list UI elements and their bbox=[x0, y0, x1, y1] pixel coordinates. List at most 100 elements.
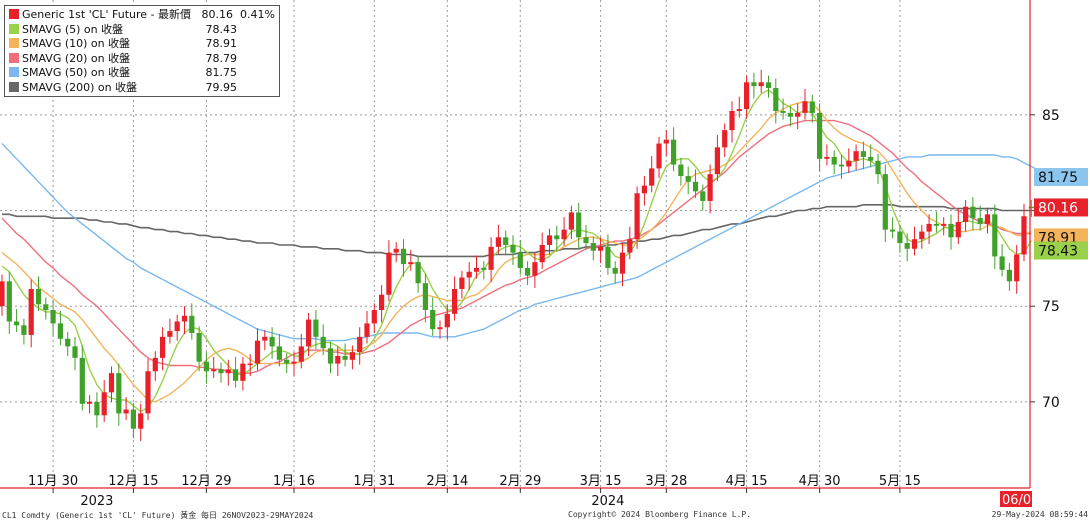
candle-body bbox=[685, 176, 691, 182]
candle-body bbox=[634, 193, 640, 240]
candle-body bbox=[649, 168, 655, 186]
x-tick-label: 2月 14 bbox=[426, 474, 468, 489]
legend-value: 78.91 bbox=[205, 37, 238, 50]
candle-body bbox=[671, 139, 677, 165]
candle-body bbox=[225, 369, 231, 374]
candle-body bbox=[43, 304, 49, 311]
candle-body bbox=[561, 229, 567, 240]
candle-body bbox=[1006, 269, 1012, 282]
candle-body bbox=[1028, 206, 1034, 209]
legend-swatch bbox=[9, 81, 19, 92]
sma10-line bbox=[1, 100, 1032, 403]
candle-body bbox=[181, 315, 188, 322]
legend-row-sma5: SMAVG (5) on 收盤 78.43 bbox=[9, 23, 275, 38]
candle-body bbox=[342, 355, 348, 360]
candle-body bbox=[605, 246, 611, 268]
candle-body bbox=[773, 88, 779, 111]
candle-body bbox=[488, 246, 494, 270]
candle-body bbox=[948, 223, 954, 238]
candle-body bbox=[130, 409, 136, 429]
candle-body bbox=[160, 336, 166, 358]
candle-body bbox=[211, 369, 217, 372]
candle-body bbox=[357, 336, 363, 353]
candle-body bbox=[780, 110, 786, 113]
candle-body bbox=[218, 369, 224, 374]
moving-average-lines bbox=[1, 89, 1047, 413]
candle-body bbox=[722, 130, 728, 148]
candle-body bbox=[327, 348, 334, 364]
candle-body bbox=[554, 235, 560, 240]
candle-body bbox=[999, 256, 1005, 270]
price-badge bbox=[1034, 168, 1088, 187]
legend-value: 79.95 bbox=[205, 80, 238, 94]
candle-body bbox=[583, 237, 589, 244]
candle-body bbox=[262, 336, 268, 341]
candle-body bbox=[371, 310, 377, 324]
x-tick-label: 3月 15 bbox=[580, 474, 622, 489]
candle-body bbox=[459, 277, 465, 289]
price-badge-label: 78.43 bbox=[1038, 244, 1078, 260]
candle-body bbox=[590, 243, 596, 251]
y-tick-label: 75 bbox=[1042, 299, 1060, 315]
price-badge-label: 80.16 bbox=[1038, 200, 1078, 216]
legend-label: SMAVG (10) on 收盤 bbox=[22, 37, 131, 50]
candle-body bbox=[298, 346, 304, 362]
footer-left: CL1 Comdty (Generic 1st 'CL' Future) 黃金 … bbox=[2, 511, 314, 520]
candle-body bbox=[116, 373, 122, 414]
candle-body bbox=[313, 319, 319, 337]
x-tick-label: 12月 29 bbox=[181, 474, 231, 489]
candle-body bbox=[65, 338, 71, 347]
legend-row-sma50: SMAVG (50) on 收盤 81.75 bbox=[9, 66, 275, 81]
legend-row-price: Generic 1st 'CL' Future - 最新價 80.16 0.41… bbox=[9, 8, 275, 23]
x-tick-label: 1月 31 bbox=[353, 474, 395, 489]
candle-body bbox=[707, 174, 713, 201]
candle-body bbox=[466, 271, 472, 278]
candle-body bbox=[386, 252, 392, 295]
candle-body bbox=[984, 214, 991, 224]
candle-body bbox=[758, 82, 764, 87]
candle-body bbox=[977, 218, 983, 224]
candle-body bbox=[72, 346, 78, 358]
candle-body bbox=[233, 369, 239, 381]
x-tick-label: 11月 30 bbox=[28, 474, 78, 489]
candle-body bbox=[860, 151, 866, 157]
candle-body bbox=[795, 112, 801, 117]
candle-body bbox=[269, 336, 275, 347]
legend-label: Generic 1st 'CL' Future bbox=[22, 8, 148, 21]
x-tick-label: 12月 15 bbox=[108, 474, 158, 489]
legend-swatch bbox=[9, 23, 19, 34]
candle-body bbox=[539, 244, 545, 263]
legend-swatch bbox=[9, 67, 19, 77]
candle-body bbox=[335, 355, 341, 364]
candle-body bbox=[145, 371, 151, 414]
candle-body bbox=[495, 237, 501, 247]
candle-body bbox=[94, 401, 100, 416]
sma200-line bbox=[2, 204, 1047, 258]
candle-body bbox=[452, 288, 458, 314]
candle-body bbox=[14, 321, 20, 326]
legend-swatch bbox=[9, 52, 19, 63]
candle-body bbox=[627, 239, 633, 253]
candle-body bbox=[970, 206, 976, 219]
candle-body bbox=[612, 267, 618, 274]
candle-body bbox=[824, 156, 830, 159]
candle-body bbox=[393, 248, 399, 253]
candle-body bbox=[481, 267, 487, 270]
candle-body bbox=[510, 244, 516, 253]
candle-body bbox=[663, 139, 669, 144]
candle-body bbox=[240, 363, 246, 381]
candle-body bbox=[203, 361, 209, 372]
legend-row-sma20: SMAVG (20) on 收盤 78.79 bbox=[9, 52, 275, 67]
candle-body bbox=[320, 336, 326, 349]
candle-body bbox=[152, 357, 158, 372]
candle-body bbox=[911, 239, 918, 249]
candle-body bbox=[276, 346, 282, 360]
candle-body bbox=[904, 243, 910, 249]
candle-body bbox=[0, 281, 5, 307]
candle-body bbox=[400, 248, 407, 265]
candle-body bbox=[955, 221, 961, 238]
candle-body bbox=[101, 392, 107, 416]
legend-swatch bbox=[9, 38, 19, 48]
candle-body bbox=[846, 160, 852, 167]
